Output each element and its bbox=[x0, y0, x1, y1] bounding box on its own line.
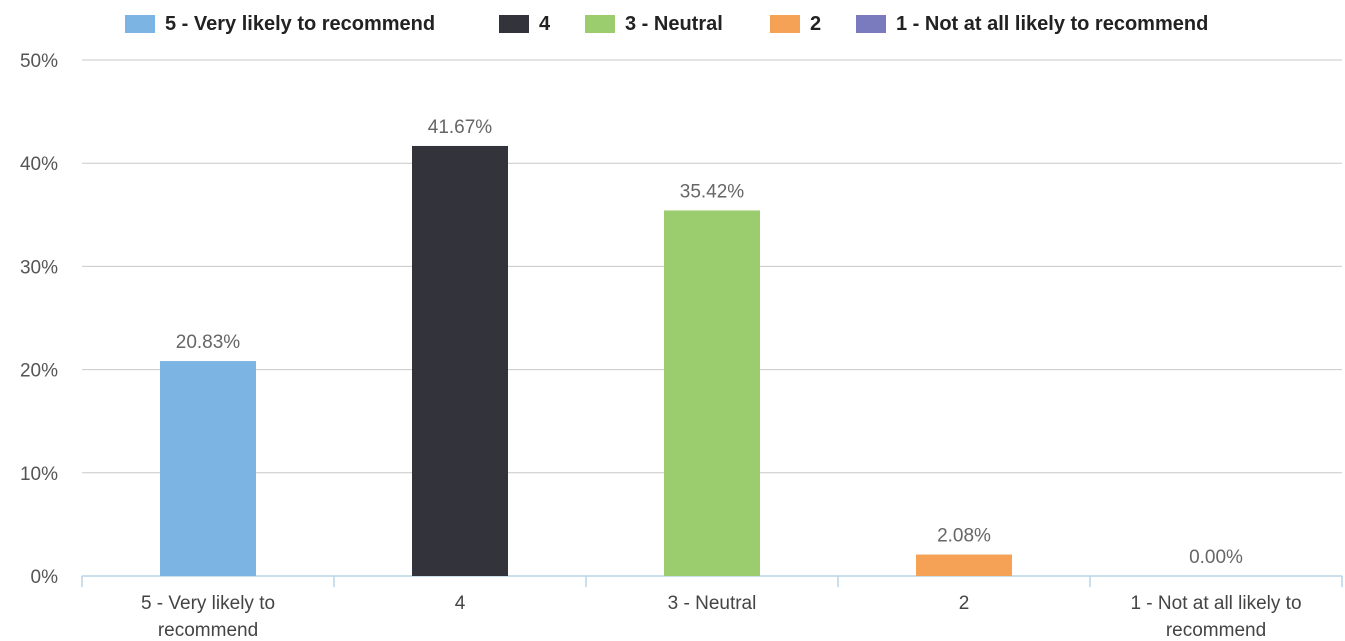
x-tick-label: recommend bbox=[158, 620, 258, 641]
y-tick-label: 20% bbox=[20, 361, 58, 382]
data-label: 20.83% bbox=[176, 332, 241, 353]
chart-legend: 5 - Very likely to recommend 4 3 - Neutr… bbox=[0, 9, 1345, 39]
legend-item-2: 2 bbox=[770, 9, 821, 39]
legend-label: 4 bbox=[539, 12, 551, 35]
bar bbox=[160, 361, 256, 576]
legend-item-3: 3 - Neutral bbox=[585, 9, 723, 39]
data-label: 35.42% bbox=[680, 181, 745, 202]
legend-swatch bbox=[499, 15, 529, 33]
legend-item-5: 5 - Very likely to recommend bbox=[125, 9, 435, 39]
y-tick-label: 30% bbox=[20, 257, 58, 278]
x-tick-label: 2 bbox=[959, 593, 970, 614]
x-tick-label: 5 - Very likely to bbox=[141, 593, 275, 614]
bar bbox=[412, 145, 508, 576]
data-label: 2.08% bbox=[937, 526, 991, 547]
y-tick-label: 0% bbox=[31, 567, 59, 588]
legend-label: 2 bbox=[810, 12, 822, 35]
y-tick-label: 40% bbox=[20, 154, 58, 175]
x-tick-label: 3 - Neutral bbox=[668, 593, 757, 614]
x-tick-label: recommend bbox=[1166, 620, 1266, 641]
legend-item-4: 4 bbox=[499, 9, 550, 39]
legend-label: 5 - Very likely to recommend bbox=[165, 12, 436, 35]
y-tick-label: 10% bbox=[20, 464, 58, 485]
legend-label: 3 - Neutral bbox=[625, 12, 723, 35]
data-label: 41.67% bbox=[428, 117, 493, 138]
bar bbox=[916, 554, 1012, 576]
legend-label: 1 - Not at all likely to recommend bbox=[896, 12, 1209, 35]
x-tick-label: 1 - Not at all likely to bbox=[1130, 593, 1301, 614]
legend-swatch bbox=[770, 15, 800, 33]
legend-swatch bbox=[125, 15, 155, 33]
x-tick-label: 4 bbox=[455, 593, 466, 614]
legend-swatch bbox=[856, 15, 886, 33]
data-label: 0.00% bbox=[1189, 547, 1243, 568]
bar bbox=[664, 210, 760, 576]
legend-swatch bbox=[585, 15, 615, 33]
y-tick-label: 50% bbox=[20, 51, 58, 72]
legend-item-1: 1 - Not at all likely to recommend bbox=[856, 9, 1208, 39]
